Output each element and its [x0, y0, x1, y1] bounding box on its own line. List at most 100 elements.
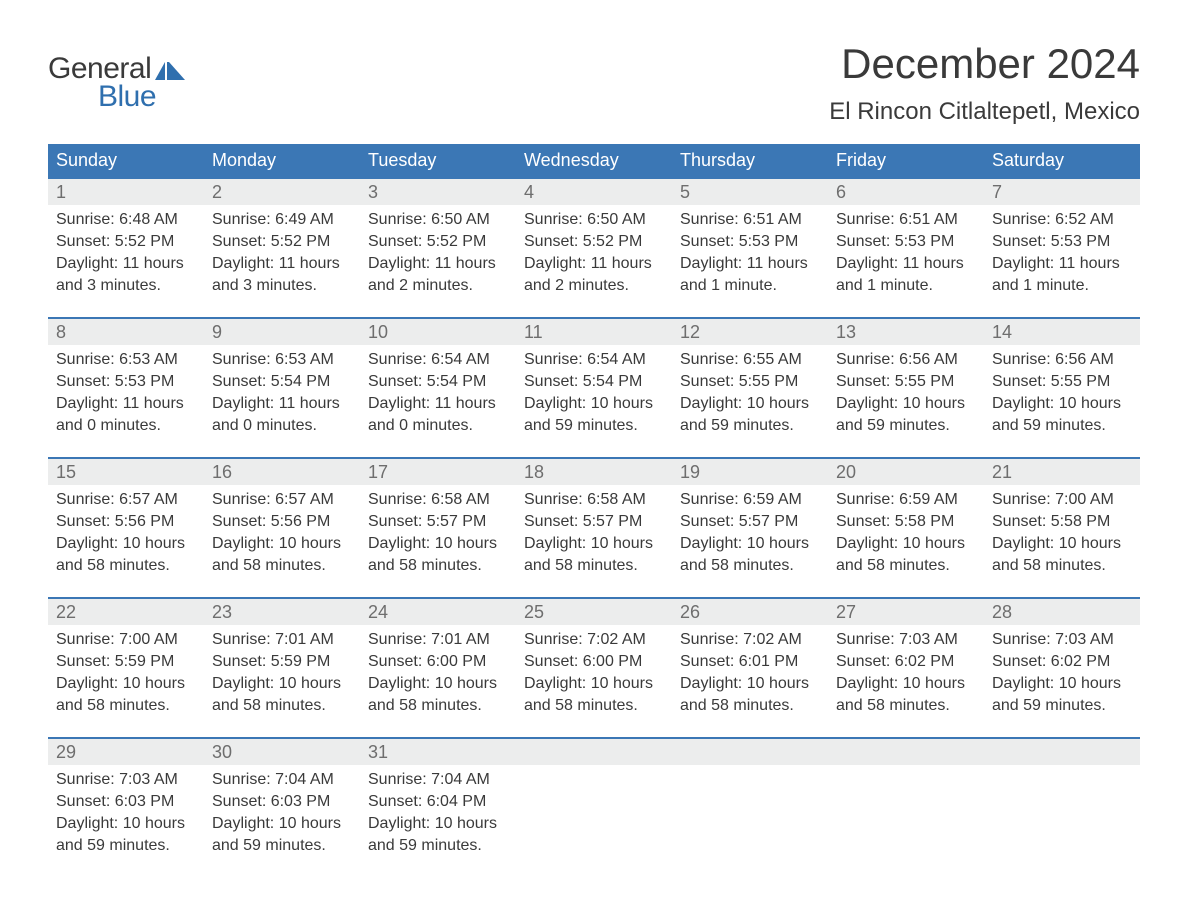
- sunrise-text: Sunrise: 7:00 AM: [56, 629, 196, 651]
- sunrise-text: Sunrise: 6:51 AM: [836, 209, 976, 231]
- sunset-text: Sunset: 5:58 PM: [992, 511, 1132, 533]
- week-row: 15 Sunrise: 6:57 AMSunset: 5:56 PM Dayligh…: [48, 457, 1140, 597]
- day-content: Sunrise: 6:53 AMSunset: 5:53 PMDaylight:…: [48, 345, 204, 457]
- day-cell: 4Sunrise: 6:50 AMSunset: 5:52 PMDaylight…: [516, 179, 672, 317]
- sunset-text: Sunset: 5:53 PM: [56, 371, 196, 393]
- week-row: 29Sunrise: 7:03 AMSunset: 6:03 PMDayligh…: [48, 737, 1140, 877]
- day-cell: 20Sunrise: 6:59 AMSunset: 5:58 PMDayligh…: [828, 459, 984, 597]
- day-number: 6: [828, 179, 984, 205]
- day-content: Sunrise: 6:50 AMSunset: 5:52 PMDaylight:…: [360, 205, 516, 317]
- daylight-text-line2: and 59 minutes.: [992, 695, 1132, 717]
- sunset-text: Sunset: 6:02 PM: [836, 651, 976, 673]
- daylight-text-line2: and 3 minutes.: [56, 275, 196, 297]
- day-cell: 28Sunrise: 7:03 AMSunset: 6:02 PMDayligh…: [984, 599, 1140, 737]
- daylight-text-line1: Daylight: 10 hours: [368, 813, 508, 835]
- daylight-text-line1: Daylight: 10 hours: [992, 393, 1132, 415]
- day-cell: 8Sunrise: 6:53 AMSunset: 5:53 PMDaylight…: [48, 319, 204, 457]
- day-number: 18: [516, 459, 672, 485]
- daylight-text-line1: Daylight: 10 hours: [56, 673, 196, 695]
- header: General Blue December 2024 El Rincon Cit…: [48, 40, 1140, 126]
- daylight-text-line2: and 0 minutes.: [212, 415, 352, 437]
- sunrise-text: Sunrise: 6:53 AM: [56, 349, 196, 371]
- daylight-text-line1: Daylight: 10 hours: [524, 533, 664, 555]
- day-content: Sunrise: 7:00 AMSunset: 5:58 PMDaylight:…: [984, 485, 1140, 597]
- daylight-text-line1: Daylight: 11 hours: [368, 393, 508, 415]
- day-content: Sunrise: 6:55 AMSunset: 5:55 PMDaylight:…: [672, 345, 828, 457]
- weekday-header-cell: Friday: [828, 144, 984, 177]
- day-content: Sunrise: 6:49 AMSunset: 5:52 PMDaylight:…: [204, 205, 360, 317]
- day-cell: 14Sunrise: 6:56 AMSunset: 5:55 PMDayligh…: [984, 319, 1140, 457]
- day-number: 22: [48, 599, 204, 625]
- weekday-header-cell: Tuesday: [360, 144, 516, 177]
- day-number: [672, 739, 828, 765]
- day-content: Sunrise: 7:04 AMSunset: 6:04 PMDaylight:…: [360, 765, 516, 877]
- daylight-text-line2: and 58 minutes.: [680, 555, 820, 577]
- day-number: 15: [48, 459, 204, 485]
- sunrise-text: Sunrise: 7:00 AM: [992, 489, 1132, 511]
- empty-day-cell: [984, 739, 1140, 877]
- day-number: 3: [360, 179, 516, 205]
- day-content: Sunrise: 6:51 AMSunset: 5:53 PMDaylight:…: [828, 205, 984, 317]
- day-cell: 11Sunrise: 6:54 AMSunset: 5:54 PMDayligh…: [516, 319, 672, 457]
- sunrise-text: Sunrise: 7:03 AM: [56, 769, 196, 791]
- sunrise-text: Sunrise: 6:50 AM: [368, 209, 508, 231]
- daylight-text-line1: Daylight: 10 hours: [836, 393, 976, 415]
- daylight-text-line1: Daylight: 10 hours: [992, 673, 1132, 695]
- day-number: 19: [672, 459, 828, 485]
- sunrise-text: Sunrise: 6:50 AM: [524, 209, 664, 231]
- day-number: 25: [516, 599, 672, 625]
- daylight-text-line2: and 58 minutes.: [524, 555, 664, 577]
- sunrise-text: Sunrise: 6:54 AM: [524, 349, 664, 371]
- sunset-text: Sunset: 5:55 PM: [992, 371, 1132, 393]
- sunrise-text: Sunrise: 6:53 AM: [212, 349, 352, 371]
- sunrise-text: Sunrise: 6:57 AM: [212, 489, 352, 511]
- sunrise-text: Sunrise: 7:04 AM: [212, 769, 352, 791]
- day-cell: 31Sunrise: 7:04 AMSunset: 6:04 PMDayligh…: [360, 739, 516, 877]
- sunrise-text: Sunrise: 7:03 AM: [992, 629, 1132, 651]
- daylight-text-line2: and 58 minutes.: [836, 555, 976, 577]
- daylight-text-line1: Daylight: 11 hours: [680, 253, 820, 275]
- weekday-header-cell: Sunday: [48, 144, 204, 177]
- day-number: [516, 739, 672, 765]
- daylight-text-line1: Daylight: 11 hours: [212, 253, 352, 275]
- day-content: Sunrise: 6:48 AMSunset: 5:52 PMDaylight:…: [48, 205, 204, 317]
- daylight-text-line2: and 58 minutes.: [212, 555, 352, 577]
- day-number: 24: [360, 599, 516, 625]
- day-cell: 27Sunrise: 7:03 AMSunset: 6:02 PMDayligh…: [828, 599, 984, 737]
- daylight-text-line2: and 58 minutes.: [524, 695, 664, 717]
- sunset-text: Sunset: 5:53 PM: [992, 231, 1132, 253]
- day-number: 8: [48, 319, 204, 345]
- sunset-text: Sunset: 5:56 PM: [212, 511, 352, 533]
- daylight-text-line1: Daylight: 11 hours: [524, 253, 664, 275]
- sunset-text: Sunset: 5:52 PM: [524, 231, 664, 253]
- daylight-text-line1: Daylight: 10 hours: [992, 533, 1132, 555]
- day-number: 10: [360, 319, 516, 345]
- day-content: Sunrise: 6:59 AMSunset: 5:58 PMDaylight:…: [828, 485, 984, 597]
- day-cell: 30Sunrise: 7:04 AMSunset: 6:03 PMDayligh…: [204, 739, 360, 877]
- day-cell: 16Sunrise: 6:57 AMSunset: 5:56 PMDayligh…: [204, 459, 360, 597]
- day-content: Sunrise: 7:02 AMSunset: 6:01 PMDaylight:…: [672, 625, 828, 737]
- day-content: Sunrise: 7:01 AMSunset: 6:00 PMDaylight:…: [360, 625, 516, 737]
- day-content: Sunrise: 7:02 AMSunset: 6:00 PMDaylight:…: [516, 625, 672, 737]
- daylight-text-line1: Daylight: 10 hours: [680, 393, 820, 415]
- week-row: 1Sunrise: 6:48 AMSunset: 5:52 PMDaylight…: [48, 177, 1140, 317]
- daylight-text-line1: Daylight: 10 hours: [524, 393, 664, 415]
- sunset-text: Sunset: 5:55 PM: [680, 371, 820, 393]
- sunset-text: Sunset: 5:54 PM: [212, 371, 352, 393]
- sunrise-text: Sunrise: 6:51 AM: [680, 209, 820, 231]
- sunset-text: Sunset: 5:52 PM: [368, 231, 508, 253]
- daylight-text-line2: and 0 minutes.: [368, 415, 508, 437]
- day-content: Sunrise: 7:03 AMSunset: 6:02 PMDaylight:…: [984, 625, 1140, 737]
- sunset-text: Sunset: 5:52 PM: [212, 231, 352, 253]
- daylight-text-line2: and 2 minutes.: [524, 275, 664, 297]
- daylight-text-line1: Daylight: 10 hours: [524, 673, 664, 695]
- day-number: 11: [516, 319, 672, 345]
- day-cell: 19Sunrise: 6:59 AMSunset: 5:57 PMDayligh…: [672, 459, 828, 597]
- daylight-text-line2: and 1 minute.: [836, 275, 976, 297]
- sunset-text: Sunset: 6:00 PM: [368, 651, 508, 673]
- sunset-text: Sunset: 5:54 PM: [368, 371, 508, 393]
- day-number: 21: [984, 459, 1140, 485]
- empty-day-cell: [516, 739, 672, 877]
- daylight-text-line2: and 1 minute.: [680, 275, 820, 297]
- day-number: 17: [360, 459, 516, 485]
